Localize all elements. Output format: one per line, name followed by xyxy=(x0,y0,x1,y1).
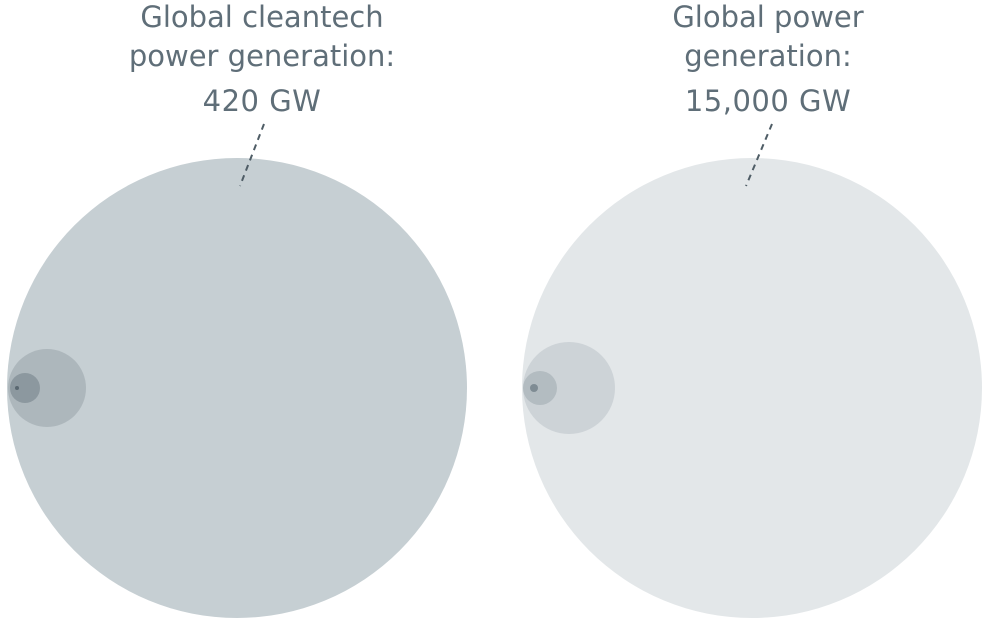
global-inner-bubble-small xyxy=(530,384,538,392)
cleantech-inner-bubble-large xyxy=(8,349,86,427)
cleantech-outer-bubble xyxy=(7,158,467,618)
cleantech-title-line-2: power generation: xyxy=(129,39,395,73)
global-title-line-1: Global power xyxy=(672,0,863,34)
cleantech-leader-line xyxy=(239,123,265,187)
global-leader-line xyxy=(745,123,773,187)
global-value-label: 15,000 GW xyxy=(685,84,851,118)
panel-cleantech: Global cleantech power generation: 420 G… xyxy=(7,0,467,618)
global-inner-bubble-large xyxy=(523,342,615,434)
cleantech-inner-bubble-small xyxy=(15,386,19,390)
panel-global-power: Global power generation: 15,000 GW xyxy=(522,0,982,618)
cleantech-inner-bubble-medium xyxy=(10,373,40,403)
cleantech-value-label: 420 GW xyxy=(203,84,322,118)
global-title-line-2: generation: xyxy=(684,39,852,73)
global-outer-bubble xyxy=(522,158,982,618)
cleantech-title-line-1: Global cleantech xyxy=(140,0,383,34)
global-inner-bubble-medium xyxy=(523,371,557,405)
